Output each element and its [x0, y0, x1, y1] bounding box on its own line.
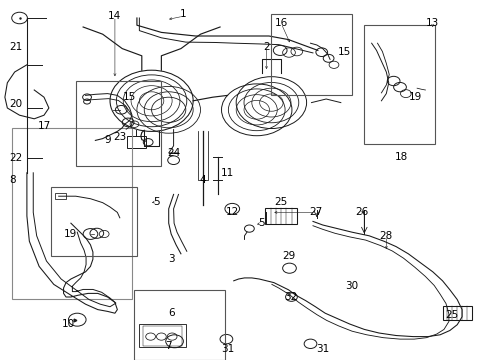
Text: 11: 11 — [220, 168, 234, 178]
Text: 14: 14 — [108, 11, 122, 21]
Text: 3: 3 — [167, 254, 174, 264]
Text: 31: 31 — [220, 344, 234, 354]
Text: 2: 2 — [263, 42, 269, 52]
Text: 10: 10 — [62, 319, 75, 329]
Text: 4: 4 — [199, 175, 206, 185]
Text: 1: 1 — [180, 9, 186, 19]
Text: 19: 19 — [408, 92, 422, 102]
Text: 25: 25 — [274, 197, 287, 207]
Bar — [51, 187, 137, 256]
Bar — [142, 326, 182, 346]
Text: 21: 21 — [9, 42, 22, 52]
Bar — [76, 81, 161, 166]
Text: 8: 8 — [9, 175, 16, 185]
Bar — [139, 324, 185, 347]
Text: 27: 27 — [308, 207, 322, 217]
Bar — [442, 306, 471, 320]
Text: 30: 30 — [345, 281, 358, 291]
Text: 19: 19 — [64, 229, 78, 239]
Bar — [364, 25, 434, 144]
Text: 5: 5 — [153, 197, 160, 207]
Text: 6: 6 — [167, 308, 174, 318]
Text: 22: 22 — [9, 153, 22, 163]
Text: 17: 17 — [37, 121, 51, 131]
Text: 16: 16 — [274, 18, 287, 28]
Text: 9: 9 — [104, 135, 111, 145]
Text: 7: 7 — [165, 341, 172, 351]
Text: 15: 15 — [337, 47, 351, 57]
Bar — [127, 136, 145, 148]
Bar — [12, 128, 132, 299]
Text: 18: 18 — [393, 152, 407, 162]
Text: 26: 26 — [354, 207, 368, 217]
Bar — [264, 208, 296, 224]
Text: 29: 29 — [281, 251, 295, 261]
Text: 20: 20 — [9, 99, 22, 109]
Text: 28: 28 — [379, 231, 392, 241]
Bar — [271, 14, 351, 95]
Text: 5: 5 — [258, 218, 264, 228]
Text: 23: 23 — [113, 132, 126, 142]
Text: 12: 12 — [225, 207, 239, 217]
Text: 32: 32 — [284, 292, 297, 302]
Text: 25: 25 — [445, 310, 458, 320]
Bar — [134, 290, 224, 360]
Text: 31: 31 — [315, 344, 329, 354]
Bar — [55, 193, 65, 199]
Text: 24: 24 — [166, 148, 180, 158]
Text: 15: 15 — [122, 92, 136, 102]
Text: 13: 13 — [425, 18, 439, 28]
